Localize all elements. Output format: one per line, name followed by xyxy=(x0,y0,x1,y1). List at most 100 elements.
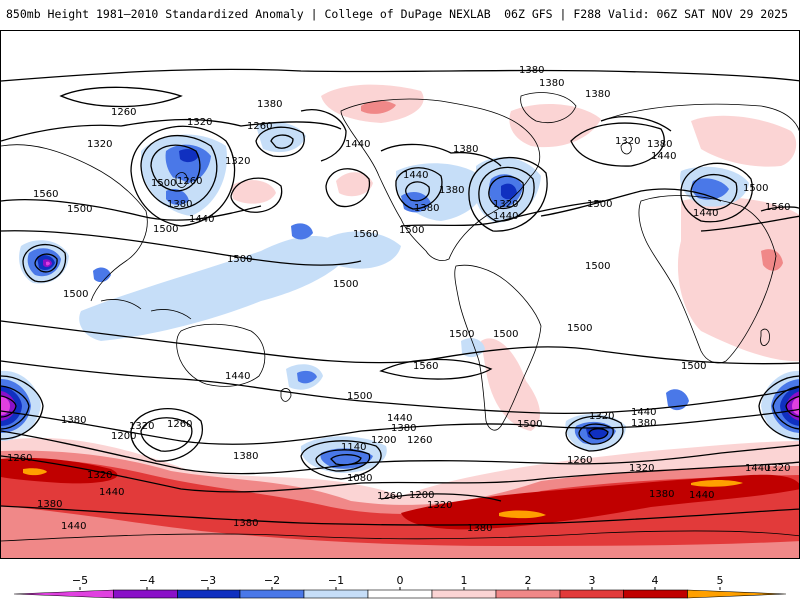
coast-africa xyxy=(638,195,777,364)
colorbar-tick-label: −5 xyxy=(72,574,88,587)
contour-label: 1440 xyxy=(387,413,412,424)
anomaly-plus2-alaska xyxy=(361,100,396,114)
anomaly-plus1-africa xyxy=(677,197,799,362)
contour-label: 1500 xyxy=(347,391,372,402)
contour-label: 1440 xyxy=(403,170,428,181)
contour-label: 1380 xyxy=(61,415,86,426)
contour-label: 1380 xyxy=(414,203,439,214)
contour-label: 1380 xyxy=(233,451,258,462)
contour-label: 1440 xyxy=(99,487,124,498)
contour-label: 1260 xyxy=(247,121,272,132)
contour-label: 1500 xyxy=(517,419,542,430)
anomaly-plus3-southern-belt xyxy=(1,458,799,546)
contour-label: 1320 xyxy=(87,470,112,481)
contour-label: 1440 xyxy=(745,463,770,474)
contour-label: 1260 xyxy=(7,453,32,464)
contour-1560-pacific-high xyxy=(230,177,283,213)
contour-labels: 1380 1380 1380 1260 1380 1320 1260 1320 … xyxy=(7,65,790,534)
coast-new-zealand xyxy=(280,388,292,402)
contour-label: 1560 xyxy=(765,202,790,213)
anomaly-minus2-europe xyxy=(691,178,729,200)
contour-1260-south-atlantic-low xyxy=(578,423,614,445)
header: 850mb Height 1981–2010 Standardized Anom… xyxy=(0,0,800,30)
positive-anomaly-shading xyxy=(1,84,799,558)
colorbar-segment xyxy=(113,589,178,599)
anomaly-plus1-pacific-high xyxy=(336,172,373,197)
anomaly-plus5-south-central xyxy=(499,510,546,519)
colorbar-svg: −5 −4 −3 −2 −1 0 1 2 3 4 5 xyxy=(13,574,787,599)
contour-west-pacific-low-inner xyxy=(34,253,58,273)
contour-label: 1560 xyxy=(413,361,438,372)
colorbar-segments xyxy=(13,589,787,599)
map-title: 850mb Height 1981–2010 Standardized Anom… xyxy=(6,7,491,21)
contour-west-edge-low-inner xyxy=(1,395,17,418)
contour-label: 1380 xyxy=(453,144,478,155)
colorbar-segment xyxy=(239,589,305,599)
contour-label: 1200 xyxy=(409,490,434,501)
contour-label: 1140 xyxy=(341,442,366,453)
contour-label: 1320 xyxy=(765,463,790,474)
coast-eurasia xyxy=(1,103,799,302)
contour-1440-southern-midlat xyxy=(1,360,799,415)
colorbar-tick-label: 2 xyxy=(525,574,532,587)
anomaly-minus2-tropical-atlantic xyxy=(291,223,313,240)
contour-label: 1380 xyxy=(467,523,492,534)
contour-1320-bering xyxy=(255,126,305,158)
anomaly-minus5-west-pacific xyxy=(46,261,50,266)
contour-label: 1380 xyxy=(257,99,282,110)
contour-label: 1500 xyxy=(151,178,176,189)
contour-label: 1500 xyxy=(67,204,92,215)
coast-uk xyxy=(620,142,632,155)
contour-label: 1560 xyxy=(33,189,58,200)
anomaly-minus2-south-china xyxy=(93,267,111,283)
contour-label: 1320 xyxy=(615,136,640,147)
anomaly-minus3-east-asia-trough xyxy=(179,148,199,163)
colorbar-segment xyxy=(367,589,433,599)
contour-label: 1440 xyxy=(631,407,656,418)
contour-1140-south-pacific-low xyxy=(315,449,371,472)
contour-label: 1380 xyxy=(647,139,672,150)
contour-1320-southern xyxy=(1,430,799,475)
contour-label: 1260 xyxy=(407,435,432,446)
contour-label: 1260 xyxy=(177,176,202,187)
contour-label: 1320 xyxy=(129,421,154,432)
contour-1320-east-asia-low xyxy=(140,134,218,210)
contour-label: 1500 xyxy=(743,183,768,194)
contour-1320-eastern-canada xyxy=(488,175,525,210)
anomaly-plus5-south-east xyxy=(691,480,743,487)
contour-label: 1200 xyxy=(111,431,136,442)
contour-label: 1380 xyxy=(37,499,62,510)
contour-1380-atlantic-high xyxy=(570,122,665,167)
contour-1200-south-pacific-low xyxy=(300,440,382,480)
contour-label: 1320 xyxy=(87,139,112,150)
colorbar-segment xyxy=(303,589,369,599)
contour-1380-eastern-canada xyxy=(478,166,535,222)
colorbar-segment xyxy=(559,589,624,599)
colorbar-tick-label: 4 xyxy=(652,574,659,587)
contour-1200-southwest-low xyxy=(140,417,193,452)
colorbar-segment xyxy=(687,589,787,599)
contour-west-edge-low-outer xyxy=(1,375,44,440)
contour-1380-arctic xyxy=(1,68,799,82)
contour-label: 1500 xyxy=(63,289,88,300)
contour-east-edge-low-mid xyxy=(772,385,799,430)
contour-1140-antarctic xyxy=(1,505,799,526)
height-contours xyxy=(1,68,799,526)
contour-label: 1440 xyxy=(651,151,676,162)
colorbar-segment xyxy=(431,589,497,599)
coast-north-america xyxy=(340,98,540,261)
contour-1440-alaska xyxy=(300,109,347,162)
anomaly-minus3-eastern-canada xyxy=(501,183,517,200)
contour-1260-southern xyxy=(1,455,799,493)
coast-south-america xyxy=(454,264,542,431)
contour-1560-north-africa xyxy=(760,206,799,212)
contour-label: 1440 xyxy=(493,211,518,222)
anomaly-minus2-south-indian xyxy=(297,370,317,384)
contour-label: 1260 xyxy=(167,419,192,430)
coast-indonesia xyxy=(100,299,192,320)
contour-1560-ne-pacific-high xyxy=(325,168,370,208)
contour-east-edge-low-inner xyxy=(785,395,799,418)
anomaly-map: 1380 1380 1380 1260 1380 1320 1260 1320 … xyxy=(1,65,799,558)
contour-1500-europe xyxy=(700,215,799,232)
anomaly-minus2-east-asia-trough xyxy=(165,144,211,184)
